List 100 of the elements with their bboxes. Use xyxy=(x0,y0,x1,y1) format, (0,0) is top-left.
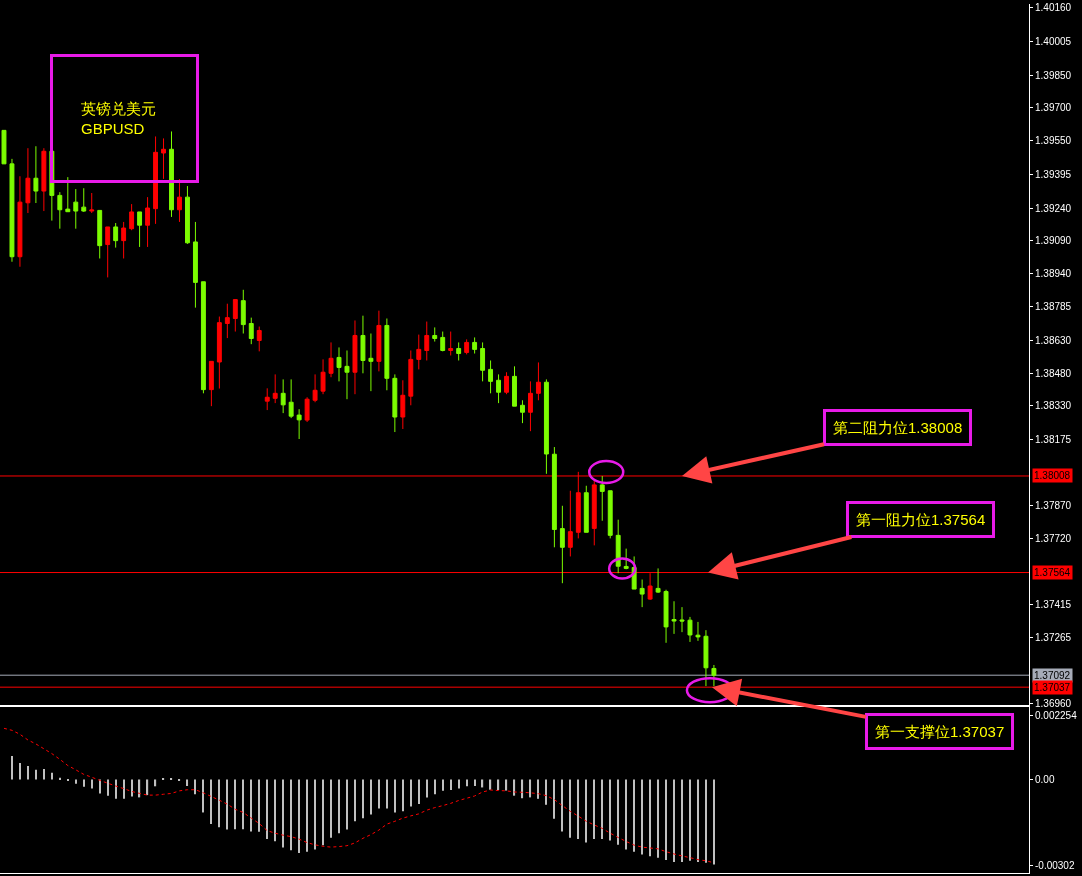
candlestick xyxy=(25,147,31,214)
bar xyxy=(338,779,340,834)
ref-line-label: 1.38008 xyxy=(1034,470,1071,481)
candlestick xyxy=(97,209,103,259)
bar xyxy=(146,779,149,796)
annotation: 第一支撑位1.37037 xyxy=(875,723,1005,740)
candlestick xyxy=(655,567,661,594)
candlestick xyxy=(145,196,151,248)
candlestick xyxy=(137,211,143,248)
candlestick xyxy=(695,621,701,642)
candlestick xyxy=(65,176,71,213)
candlestick xyxy=(599,475,605,522)
bar xyxy=(123,779,125,799)
candlestick xyxy=(496,373,501,404)
bar xyxy=(43,768,45,780)
candlestick xyxy=(208,360,214,407)
candlestick xyxy=(520,399,525,424)
bar xyxy=(705,779,707,863)
candlestick xyxy=(400,379,406,430)
bar xyxy=(545,779,548,805)
bar xyxy=(673,779,675,862)
bar xyxy=(641,779,643,855)
candlestick xyxy=(113,222,119,249)
candlestick xyxy=(543,378,549,475)
candlestick xyxy=(33,145,39,204)
bar xyxy=(99,779,101,794)
y-tick-label: 1.38940 xyxy=(1035,267,1072,279)
candlestick xyxy=(663,589,669,644)
bar xyxy=(274,779,276,842)
candlestick xyxy=(671,600,677,635)
candlestick xyxy=(185,185,190,245)
candlestick xyxy=(312,373,318,403)
candlestick xyxy=(256,326,262,352)
bar xyxy=(186,779,189,787)
annotation: 第二阻力位1.38008 xyxy=(833,419,963,436)
bar xyxy=(250,779,252,832)
candlestick xyxy=(153,135,158,225)
y-tick-label: 1.37415 xyxy=(1035,599,1072,611)
candlestick xyxy=(480,341,486,382)
candlestick xyxy=(169,130,174,218)
bar xyxy=(689,779,691,861)
bar xyxy=(418,779,420,804)
bar xyxy=(242,779,244,830)
bar xyxy=(194,779,197,795)
y-tick-label: 1.39850 xyxy=(1035,69,1072,81)
y-tick-label: 1.40160 xyxy=(1035,2,1072,14)
candlestick xyxy=(679,606,685,633)
y-tick-label: 1.39090 xyxy=(1035,235,1072,247)
bar xyxy=(19,763,21,780)
y-tick-label: 1.39550 xyxy=(1035,135,1072,147)
bar xyxy=(402,779,404,812)
bar xyxy=(266,779,268,839)
bar xyxy=(330,779,332,838)
ref-line-label: 1.37092 xyxy=(1034,670,1071,681)
candlestick xyxy=(248,317,254,345)
bar xyxy=(378,779,380,809)
candlestick xyxy=(567,490,573,557)
candlestick xyxy=(528,380,533,432)
candlestick xyxy=(360,315,366,374)
annotation: 第一阻力位1.37564 xyxy=(856,511,986,528)
y-tick-label: 1.37720 xyxy=(1035,533,1072,545)
bar xyxy=(298,779,300,854)
candlestick xyxy=(615,519,621,574)
bar xyxy=(154,779,157,787)
bar xyxy=(481,779,484,788)
bar xyxy=(234,779,236,830)
bar xyxy=(115,779,117,799)
bar xyxy=(202,779,205,813)
bar xyxy=(442,779,444,791)
bar xyxy=(386,779,388,809)
bar xyxy=(697,779,699,862)
bar xyxy=(346,779,348,830)
bar xyxy=(290,779,292,851)
bar xyxy=(633,779,635,852)
text: 英镑兑美元 xyxy=(81,100,156,118)
bar xyxy=(11,755,13,780)
y-tick-label: 1.38785 xyxy=(1035,301,1072,313)
bar xyxy=(258,779,260,832)
candlestick xyxy=(288,378,294,419)
bar xyxy=(370,779,372,815)
candlestick xyxy=(344,349,350,400)
bar xyxy=(107,779,109,796)
candlestick xyxy=(73,188,79,230)
bar xyxy=(131,779,133,797)
bar xyxy=(625,779,627,850)
y-tick-label: -0.00302 xyxy=(1035,859,1075,871)
bar xyxy=(218,779,220,828)
candlestick xyxy=(177,178,182,223)
y-tick-label: 1.37265 xyxy=(1035,632,1072,644)
bar xyxy=(569,779,571,838)
candlestick xyxy=(559,505,565,584)
candlestick xyxy=(89,192,95,214)
ref-line-label: 1.37564 xyxy=(1034,567,1071,578)
candlestick xyxy=(623,548,629,570)
y-tick-label: 1.38630 xyxy=(1035,335,1072,347)
bar xyxy=(458,779,460,789)
y-tick-label: 0.00 xyxy=(1035,773,1055,785)
candlestick xyxy=(591,480,597,546)
bar xyxy=(649,779,651,857)
candlestick xyxy=(639,579,645,608)
